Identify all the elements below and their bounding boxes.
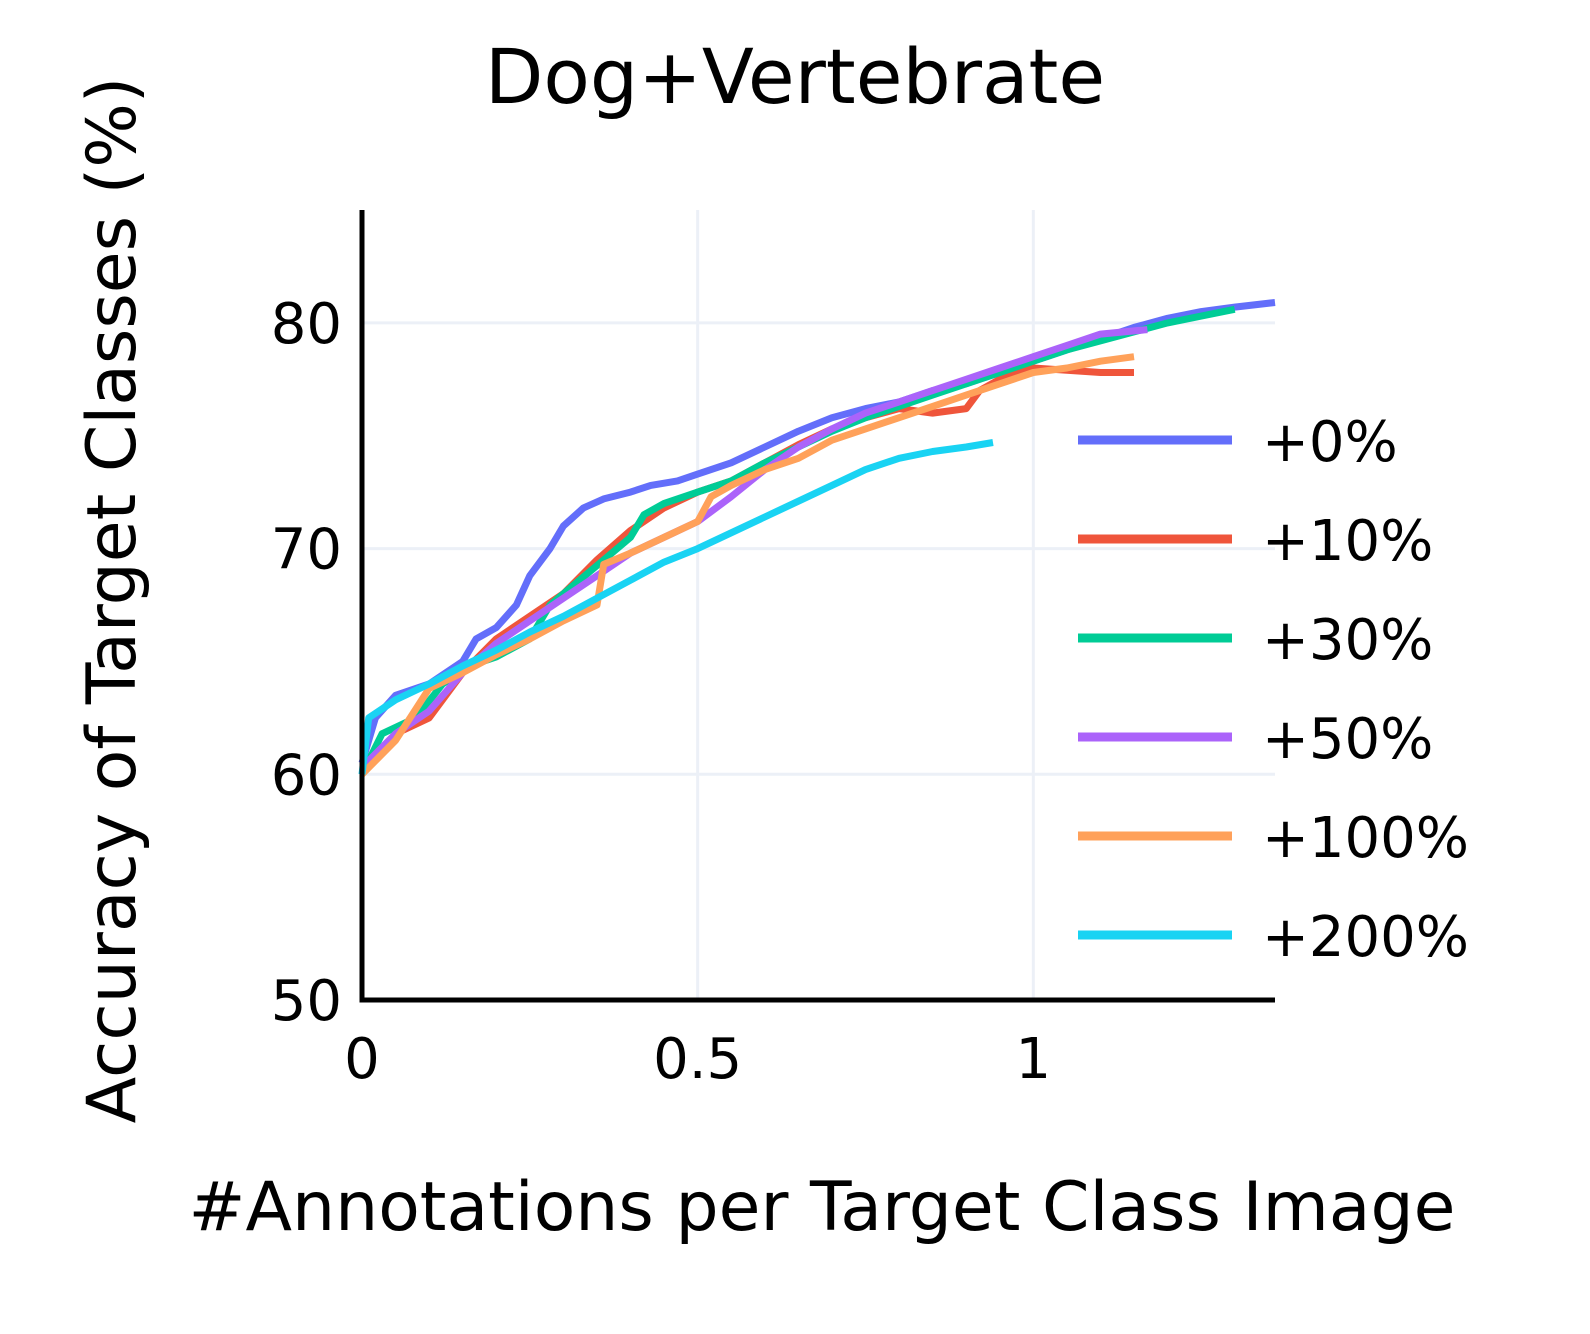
tick-labels: 50 60 70 80 0 0.5 1 [271,292,1051,1092]
y-tick-label: 80 [271,292,342,357]
legend-label: +50% [1262,707,1433,772]
grid [362,210,1275,1000]
x-axis-label: #Annotations per Target Class Image [189,1168,1456,1247]
y-tick-label: 50 [271,969,342,1034]
series-line [359,364,1134,777]
series-line [359,326,1148,770]
chart-title: Dog+Vertebrate [485,32,1105,121]
legend-label: +100% [1262,806,1469,871]
legend-label: +30% [1262,608,1433,673]
axes [359,210,1275,1003]
x-tick-label: 0 [344,1027,380,1092]
series-line [358,439,994,775]
y-tick-label: 70 [271,518,342,583]
legend-label: +200% [1262,905,1469,970]
y-tick-label: 60 [271,743,342,808]
series-line [359,353,1135,777]
legend-label: +0% [1262,410,1398,475]
legend: +0% +10% +30% +50% +100% +200% [1078,410,1469,970]
x-tick-label: 0.5 [653,1027,742,1092]
y-axis-label: Accuracy of Target Classes (%) [73,77,152,1124]
x-tick-label: 1 [1016,1027,1052,1092]
series-line [358,299,1276,764]
legend-label: +10% [1262,509,1433,574]
series-layer [358,299,1276,777]
